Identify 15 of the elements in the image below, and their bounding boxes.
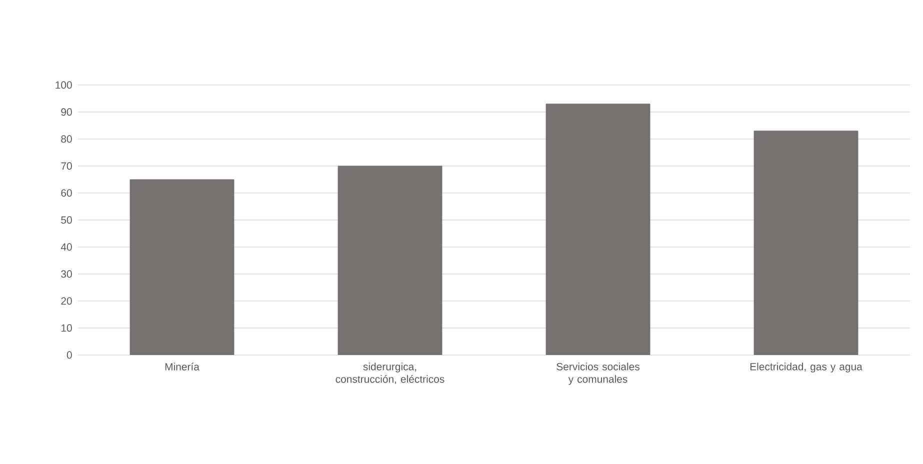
x-tick-label: Servicios sociales y comunales	[556, 362, 640, 385]
y-tick-label: 100	[56, 81, 72, 89]
y-tick-label: 10	[61, 324, 72, 332]
y-tick-label: 40	[60, 243, 72, 251]
y-tick-label: 0	[66, 351, 72, 359]
y-tick-label: 80	[61, 135, 72, 143]
y-tick-label: 30	[61, 270, 72, 278]
x-tick-label: Minería	[165, 362, 200, 370]
x-tick-label: Electricidad, gas y agua	[750, 362, 862, 372]
y-tick-label: 20	[61, 297, 72, 305]
y-tick-label: 50	[61, 216, 72, 224]
x-tick-label: siderurgica, construcción, eléctricos	[336, 362, 444, 384]
y-tick-label: 70	[61, 162, 72, 170]
y-tick-label: 60	[61, 189, 72, 197]
y-tick-label: 90	[61, 108, 72, 116]
